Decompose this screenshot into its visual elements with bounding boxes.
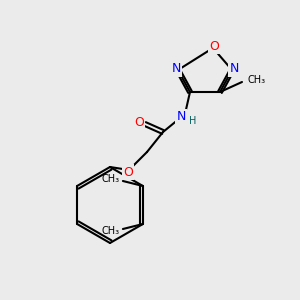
Text: H: H: [189, 116, 197, 126]
Text: CH₃: CH₃: [102, 226, 120, 236]
Text: N: N: [171, 62, 181, 76]
Text: CH₃: CH₃: [248, 75, 266, 85]
Text: O: O: [123, 166, 133, 178]
Text: O: O: [134, 116, 144, 128]
Text: O: O: [209, 40, 219, 52]
Text: CH₃: CH₃: [102, 174, 120, 184]
Text: N: N: [229, 62, 239, 76]
Text: N: N: [176, 110, 186, 124]
